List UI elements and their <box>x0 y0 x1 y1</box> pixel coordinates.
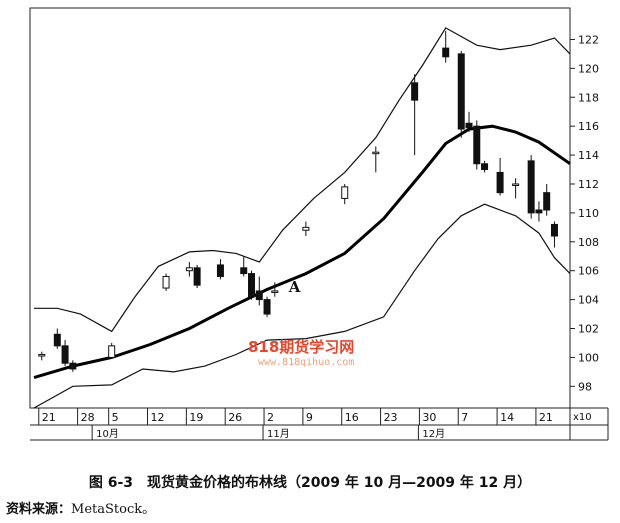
candle-body <box>271 290 279 293</box>
watermark-logo: 818期货学习网 <box>248 338 355 356</box>
x-tick-label: 12 <box>151 411 165 424</box>
candle-body <box>61 345 69 364</box>
x-tick-label: 14 <box>500 411 514 424</box>
source-line: 资料来源：MetaStock。 <box>6 498 155 517</box>
figure-caption: 图 6-3 现货黄金价格的布林线（2009 年 10 月—2009 年 12 月… <box>88 475 532 491</box>
x-tick-label: 28 <box>81 411 95 424</box>
x-tick-label: 16 <box>345 411 359 424</box>
candle-body <box>240 267 248 275</box>
source-value: MetaStock。 <box>71 502 156 517</box>
lower-band-line <box>33 203 571 409</box>
candle-body <box>411 82 419 101</box>
x-tick-label: 21 <box>42 411 56 424</box>
y-tick-label: 114 <box>578 149 599 162</box>
candle-body <box>543 192 551 211</box>
y-tick-label: 98 <box>578 380 592 393</box>
y-tick-label: 110 <box>578 207 599 220</box>
candle-body <box>108 345 116 358</box>
annotation-label: A <box>288 278 301 296</box>
candle-body <box>38 354 46 357</box>
candle-body <box>69 362 77 370</box>
x-tick-label: 5 <box>112 411 119 424</box>
month-label: 11月 <box>267 428 290 440</box>
candle-body <box>53 333 61 347</box>
y-tick-label: 112 <box>578 178 599 191</box>
x-tick-label: 26 <box>228 411 242 424</box>
candle-body <box>302 226 310 231</box>
bollinger-chart: 98 100 102 104 106 108 110 112 114 116 118 120 122 x1… <box>29 7 609 441</box>
upper-band-line <box>34 27 571 333</box>
y-tick-label: 102 <box>578 323 599 336</box>
y-tick-label: 120 <box>578 62 599 75</box>
y-tick-label: 122 <box>578 33 599 46</box>
middle-band-line <box>33 124 571 380</box>
candle-body <box>465 122 473 129</box>
y-tick-label: 108 <box>578 236 599 249</box>
candle-body <box>341 186 349 199</box>
candle-body <box>496 171 504 194</box>
x-tick-label: 30 <box>422 411 436 424</box>
x-tick-label: 2 <box>267 411 274 424</box>
candle-body <box>255 290 263 301</box>
month-label: 10月 <box>96 428 119 440</box>
y-multiplier-label: x10 <box>573 412 592 423</box>
y-tick-label: 116 <box>578 120 599 133</box>
candle-body <box>550 223 558 237</box>
candle-body <box>193 267 201 286</box>
x-tick-label: 21 <box>539 411 553 424</box>
chart-canvas: 98100102104106108110112114116118120122x1… <box>29 7 609 441</box>
candle-body <box>527 160 535 214</box>
candle-body <box>372 151 380 155</box>
source-label: 资料来源： <box>6 502 72 517</box>
candle-body <box>457 53 465 130</box>
watermark: 818期货学习网 www.818qihuo.com <box>248 336 354 368</box>
candle-body <box>162 275 170 289</box>
candle-body <box>535 209 543 214</box>
y-tick-label: 100 <box>578 351 599 364</box>
y-tick-label: 106 <box>578 265 599 278</box>
candle-body <box>185 267 193 272</box>
candle-body <box>473 125 481 165</box>
x-tick-label: 9 <box>306 411 313 424</box>
y-tick-label: 104 <box>578 294 599 307</box>
candle-body <box>248 273 256 298</box>
watermark-url: www.818qihuo.com <box>258 357 355 368</box>
candle-body <box>216 264 224 277</box>
y-tick-label: 118 <box>578 91 599 104</box>
candle-body <box>481 163 489 171</box>
candle-body <box>442 47 450 58</box>
month-label: 12月 <box>422 428 445 440</box>
x-tick-label: 7 <box>461 411 468 424</box>
candle-body <box>263 299 271 315</box>
x-tick-label: 19 <box>189 411 203 424</box>
x-tick-label: 23 <box>384 411 398 424</box>
candle-body <box>512 183 520 186</box>
